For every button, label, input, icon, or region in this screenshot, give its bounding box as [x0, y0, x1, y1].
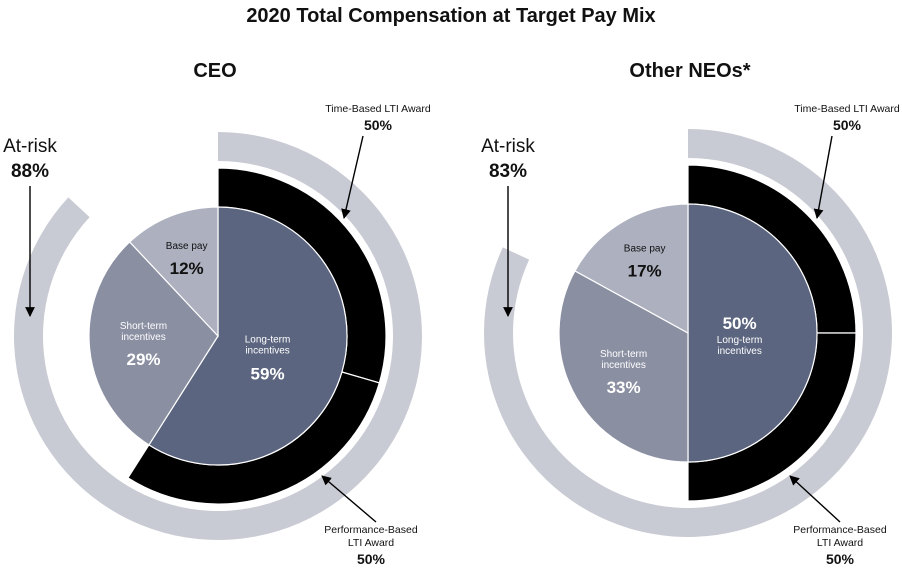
panel-title: CEO	[193, 60, 236, 82]
slice-label: incentives	[717, 346, 761, 357]
slice-value: 33%	[607, 378, 641, 397]
pie-panel: CEO 59% 29% 12% At-risk 88% 50% 50%	[3, 60, 422, 567]
slice-label: incentives	[121, 332, 165, 343]
time-based-lti-label: Time-Based LTI Award	[794, 103, 900, 115]
pie-slice-base-pay	[574, 203, 689, 335]
slice-value: 50%	[723, 314, 757, 333]
time-based-lti-value: 50%	[833, 117, 862, 133]
performance-based-lti-label: Performance-Based	[324, 524, 418, 536]
performance-based-lti-label: LTI Award	[348, 537, 394, 549]
time-based-lti-label: Time-Based LTI Award	[325, 103, 431, 115]
pie-slice-long-term	[687, 203, 818, 463]
pie-slice-short-term	[88, 241, 219, 446]
at-risk-label: At-risk	[481, 136, 535, 157]
slice-label: incentives	[601, 360, 645, 371]
slice-label: Long-term	[717, 335, 763, 346]
performance-based-lti-label: LTI Award	[817, 537, 863, 549]
performance-based-lti-label: Performance-Based	[793, 524, 887, 536]
performance-based-lti-arrow	[789, 475, 841, 523]
slice-label: Base pay	[624, 244, 666, 255]
time-based-lti-arrow	[813, 135, 833, 219]
at-risk-value: 88%	[11, 161, 49, 182]
time-based-lti-arrow	[341, 135, 364, 219]
slice-label: Short-term	[600, 349, 647, 360]
performance-based-lti-value: 50%	[826, 551, 855, 567]
pie-slice-short-term	[558, 270, 689, 463]
chart-title: 2020 Total Compensation at Target Pay Mi…	[246, 5, 655, 27]
slice-label: Long-term	[245, 334, 291, 345]
slice-label: incentives	[245, 345, 289, 356]
slice-value: 59%	[251, 364, 285, 383]
slice-label: Base pay	[166, 241, 208, 252]
at-risk-value: 83%	[489, 161, 527, 182]
pie-slice-long-term	[148, 206, 348, 466]
slice-value: 29%	[126, 350, 160, 369]
panel-title: Other NEOs*	[629, 60, 750, 82]
pie-slice-base-pay	[128, 206, 219, 338]
performance-based-lti-value: 50%	[357, 551, 386, 567]
slice-value: 17%	[628, 262, 662, 281]
slice-label: Short-term	[120, 321, 167, 332]
time-based-lti-value: 50%	[364, 117, 393, 133]
at-risk-label: At-risk	[3, 136, 57, 157]
pie-panel: Other NEOs* 50% 33% 17% At-risk 83% 50% 50%	[481, 60, 892, 567]
performance-based-lti-arrow	[321, 475, 377, 523]
slice-value: 12%	[170, 259, 204, 278]
